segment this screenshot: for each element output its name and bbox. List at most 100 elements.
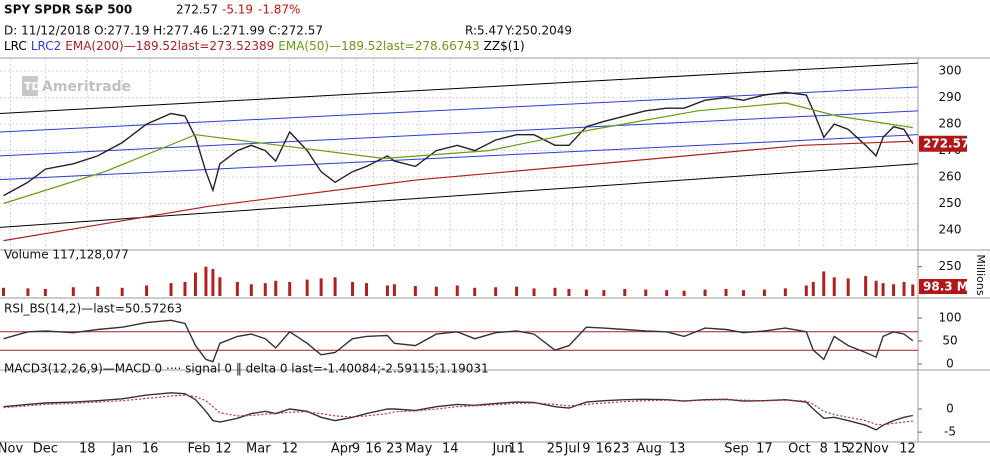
series-line [3, 394, 913, 426]
x-tick-label: 12 [281, 442, 298, 457]
volume-bar [902, 281, 906, 296]
volume-bar [553, 287, 557, 296]
volume-bar [193, 272, 197, 296]
logo-box [22, 76, 38, 96]
study-name: EMA(50) [278, 39, 329, 53]
volume-bar [1, 287, 5, 296]
volume-bar [665, 290, 669, 296]
study-name: LRC [4, 39, 27, 53]
volume-bar [623, 288, 627, 296]
volume-bar [288, 281, 292, 296]
x-tick-label: May [405, 442, 432, 457]
study-name: ZZ$(1) [484, 39, 525, 53]
last-tag [919, 279, 967, 294]
last-tag-label: 98.3 M [923, 280, 969, 294]
panel-title: MACD3(12,26,9)—MACD 0 ···· signal 0 ‖ de… [4, 362, 489, 376]
last-price: 272.57 [176, 3, 218, 17]
volume-bar [567, 288, 571, 296]
channel-line [0, 110, 919, 157]
y-tick-label: 0 [946, 357, 954, 371]
x-tick-label: 17 [756, 442, 773, 457]
series-line [3, 319, 914, 363]
yield: Y:250.2049 [504, 24, 572, 38]
volume-bar [832, 277, 836, 296]
x-tick-label: Dec [33, 442, 58, 457]
y-tick-label: 100 [939, 311, 962, 325]
volume-bar [602, 290, 606, 296]
series-line [3, 392, 913, 431]
volume-bar [319, 278, 323, 296]
volume-bar [392, 284, 396, 296]
x-tick-label: Oct [788, 442, 810, 457]
x-tick-label: Nov [0, 442, 23, 457]
x-tick-label: 22 [847, 442, 864, 457]
y-axis-label: Millions [974, 254, 987, 295]
x-tick-label: 11 [508, 442, 525, 457]
ohlc: D: 11/12/2018 O:277.19 H:277.46 L:271.99… [4, 24, 323, 38]
volume-bar [218, 277, 222, 296]
volume-bar [26, 288, 30, 296]
last-tag-label: 272.57 [923, 136, 969, 150]
channel-line [0, 163, 919, 228]
x-tick-label: 16 [142, 442, 159, 457]
volume-bar [71, 287, 75, 296]
x-tick-label: 13 [669, 442, 686, 457]
x-tick-label: Jul [564, 442, 581, 457]
x-tick-label: 9 [582, 442, 590, 457]
volume-bar [204, 266, 208, 296]
x-tick-label: Mar [246, 442, 271, 457]
volume-bar [169, 283, 173, 296]
volume-bar [584, 289, 588, 296]
x-tick-label: 9 [352, 442, 360, 457]
volume-bar [881, 283, 885, 296]
volume-bar [724, 288, 728, 296]
volume-bar [263, 283, 267, 296]
volume-bar [305, 279, 309, 296]
volume-bar [455, 285, 459, 296]
volume-bar [822, 271, 826, 296]
x-tick-label: Feb [187, 442, 210, 457]
volume-bar [532, 288, 536, 296]
x-tick-label: 23 [386, 442, 403, 457]
panel-title: Volume 117,128,077 [4, 248, 129, 262]
study-name: —189.52last=273.52389 [124, 39, 275, 53]
x-tick-label: 15 [833, 442, 850, 457]
study-name: EMA(200) [65, 39, 123, 53]
change-pct: -1.87% [258, 3, 300, 17]
volume-bar [473, 287, 477, 296]
y-tick-label: 260 [939, 170, 962, 184]
volume-bar [804, 285, 808, 296]
symbol: SPY SPDR S&P 500 [4, 3, 132, 17]
x-tick-label: Jun [491, 442, 512, 457]
volume-bar [120, 287, 124, 296]
x-tick-label: 12 [899, 442, 916, 457]
change: -5.19 [222, 3, 253, 17]
panel-title: RSI_BS(14,2)—last=50.57263 [4, 302, 182, 316]
study-legend: LRC LRC2 EMA(200)—189.52last=273.52389 EMA(… [4, 39, 525, 53]
volume-bar [682, 290, 686, 296]
y-tick-label: 50 [942, 334, 957, 348]
y-tick-label: 0 [946, 402, 954, 416]
volume-bar [235, 281, 239, 296]
study-name: —189.52last=278.66743 [329, 39, 480, 53]
volume-bar [846, 278, 850, 296]
volume-bar [811, 281, 815, 296]
volume-bar [413, 286, 417, 296]
volume-bar [494, 287, 498, 296]
study-name: LRC2 [31, 39, 61, 53]
volume-bar [703, 289, 707, 296]
y-tick-label: 240 [939, 222, 962, 236]
volume-bar [864, 276, 868, 296]
volume-bar [385, 285, 389, 296]
volume-bar [515, 286, 519, 296]
x-tick-label: 25 [547, 442, 564, 457]
x-tick-label: Apr [331, 442, 354, 457]
watermark: Ameritrade [42, 79, 131, 95]
y-tick-label: 300 [939, 64, 962, 78]
volume-bar [434, 286, 438, 296]
volume-bar [874, 280, 878, 296]
logo: TD [24, 80, 41, 93]
volume-bar [43, 288, 47, 296]
